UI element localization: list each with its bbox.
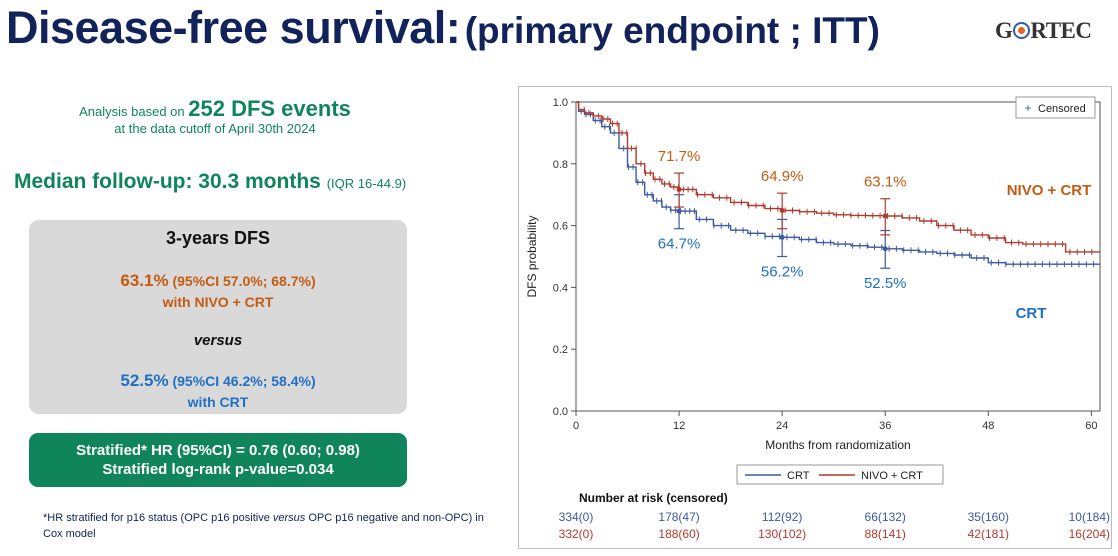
estimate-point-crt bbox=[676, 208, 682, 214]
risk-value-crt: 334(0) bbox=[559, 510, 594, 524]
logrank-line: Stratified log-rank p-value=0.034 bbox=[102, 461, 334, 478]
risk-value-crt: 10(184) bbox=[1069, 510, 1110, 524]
legend-label-crt: CRT bbox=[787, 470, 810, 482]
estimate-point-nivo bbox=[676, 186, 682, 192]
y-axis-label: DFS probability bbox=[525, 215, 539, 297]
dfs-heading: 3-years DFS bbox=[165, 228, 271, 248]
x-tick-label: 60 bbox=[1085, 420, 1097, 432]
title-main: Disease-free survival: bbox=[6, 2, 461, 53]
estimate-label-crt: 56.2% bbox=[761, 264, 804, 281]
analysis-events: 252 DFS events bbox=[188, 96, 351, 121]
risk-table-title: Number at risk (censored) bbox=[579, 491, 728, 505]
km-curve-nivo bbox=[576, 101, 1100, 253]
legend-label-nivo: NIVO + CRT bbox=[861, 470, 923, 482]
analysis-note: Analysis based on 252 DFS events at the … bbox=[30, 98, 400, 137]
logo-o-icon bbox=[1012, 22, 1030, 39]
median-followup: Median follow-up: 30.3 months (IQR 16-44… bbox=[14, 170, 406, 194]
dfs-nivo-block: 63.1% (95%CI 57.0%; 68.7%) with NIVO + C… bbox=[29, 270, 407, 313]
gortec-logo: G RTEC bbox=[995, 18, 1092, 44]
hr-line: Stratified* HR (95%CI) = 0.76 (0.60; 0.9… bbox=[76, 442, 360, 459]
dfs-crt-pct: 52.5% bbox=[120, 371, 169, 390]
analysis-prefix: Analysis based on bbox=[79, 104, 185, 119]
censor-marks-nivo bbox=[583, 106, 1093, 255]
dfs-nivo-pct: 63.1% bbox=[120, 271, 169, 290]
estimate-point-crt bbox=[779, 234, 785, 240]
x-axis-label: Months from randomization bbox=[765, 438, 910, 452]
risk-value-nivo: 16(204) bbox=[1069, 527, 1110, 541]
y-tick-label: 0.2 bbox=[553, 344, 568, 356]
dfs-crt-block: 52.5% (95%CI 46.2%; 58.4%) with CRT bbox=[29, 370, 407, 413]
estimate-label-crt: 64.7% bbox=[658, 236, 701, 253]
followup-label: Median follow-up: 30.3 months bbox=[14, 170, 321, 193]
three-year-dfs-box: 3-years DFS 63.1% (95%CI 57.0%; 68.7%) w… bbox=[29, 220, 407, 414]
x-tick-label: 48 bbox=[982, 420, 994, 432]
logo-text-start: G bbox=[995, 18, 1013, 43]
y-tick-label: 0.4 bbox=[553, 282, 568, 294]
footnote-part1: *HR stratified for p16 status (OPC p16 p… bbox=[43, 512, 270, 524]
followup-iqr: (IQR 16-44.9) bbox=[326, 176, 407, 191]
censored-legend-label: Censored bbox=[1038, 103, 1086, 115]
dfs-nivo-ci: (95%CI 57.0%; 68.7%) bbox=[172, 273, 316, 289]
series-label-crt: CRT bbox=[1016, 305, 1047, 322]
analysis-cutoff: at the data cutoff of April 30th 2024 bbox=[114, 121, 316, 136]
title-sub: (primary endpoint ; ITT) bbox=[464, 10, 880, 51]
censored-legend-icon: + bbox=[1024, 101, 1031, 115]
dfs-crt-ci: (95%CI 46.2%; 58.4%) bbox=[172, 373, 316, 389]
x-tick-label: 12 bbox=[673, 420, 685, 432]
censored-legend bbox=[1015, 96, 1096, 119]
x-tick-label: 36 bbox=[879, 420, 891, 432]
risk-value-crt: 35(160) bbox=[968, 510, 1009, 524]
y-tick-label: 1.0 bbox=[553, 97, 568, 109]
estimate-point-nivo bbox=[779, 207, 785, 213]
estimate-label-nivo: 71.7% bbox=[658, 148, 701, 165]
dfs-crt-label: with CRT bbox=[187, 394, 249, 410]
km-chart-frame: 0.0 0.2 0.4 0.6 0.8 1.0 0 12 24 36 48 60 Months from… bbox=[518, 86, 1112, 549]
y-tick-label: 0.8 bbox=[553, 159, 568, 171]
footnote-part2: OPC p16 negative and non-OPC) in Cox mod… bbox=[43, 512, 484, 540]
risk-value-nivo: 332(0) bbox=[559, 527, 594, 541]
risk-value-crt: 112(92) bbox=[762, 510, 802, 524]
risk-value-crt: 66(132) bbox=[865, 510, 906, 524]
hazard-ratio-box: Stratified* HR (95%CI) = 0.76 (0.60; 0.9… bbox=[29, 433, 407, 487]
risk-value-nivo: 188(60) bbox=[658, 527, 699, 541]
page-title: Disease-free survival: (primary endpoint… bbox=[6, 2, 880, 54]
estimate-label-crt: 52.5% bbox=[864, 275, 907, 292]
footnote-versus: versus bbox=[272, 512, 306, 524]
risk-value-nivo: 88(141) bbox=[865, 527, 906, 541]
footnote: *HR stratified for p16 status (OPC p16 p… bbox=[43, 510, 493, 542]
dfs-nivo-label: with NIVO + CRT bbox=[162, 294, 274, 310]
logo-text-end: RTEC bbox=[1030, 18, 1092, 43]
plot-area bbox=[575, 101, 1101, 412]
risk-value-nivo: 42(181) bbox=[968, 527, 1009, 541]
x-tick-label: 24 bbox=[776, 420, 788, 432]
estimate-point-crt bbox=[882, 246, 888, 252]
dfs-versus: versus bbox=[193, 332, 243, 349]
x-tick-label: 0 bbox=[573, 420, 579, 432]
y-tick-label: 0.0 bbox=[553, 406, 568, 418]
y-tick-label: 0.6 bbox=[553, 221, 568, 233]
km-chart: 0.0 0.2 0.4 0.6 0.8 1.0 0 12 24 36 48 60 Months from… bbox=[525, 96, 1110, 541]
estimate-label-nivo: 63.1% bbox=[864, 174, 907, 191]
series-label-nivo: NIVO + CRT bbox=[1007, 182, 1092, 199]
risk-value-nivo: 130(102) bbox=[758, 527, 806, 541]
risk-value-crt: 178(47) bbox=[658, 510, 699, 524]
estimate-label-nivo: 64.9% bbox=[761, 168, 804, 185]
estimate-point-nivo bbox=[882, 213, 888, 219]
